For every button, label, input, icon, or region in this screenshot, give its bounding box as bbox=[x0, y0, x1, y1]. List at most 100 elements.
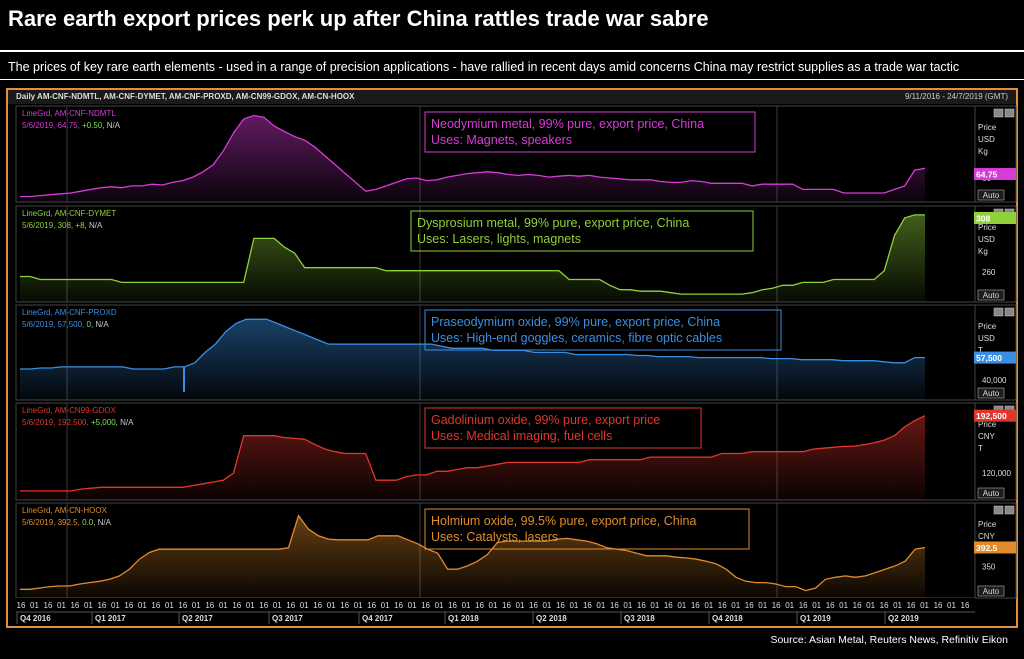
x-tick-label: 16 bbox=[799, 601, 808, 610]
x-tick-label: 01 bbox=[381, 601, 390, 610]
x-tick-label: 16 bbox=[124, 601, 133, 610]
x-tick-label: 16 bbox=[583, 601, 592, 610]
panel-3-auto-button[interactable] bbox=[977, 387, 1005, 399]
panel-4-unit-label-1: Price bbox=[978, 420, 997, 429]
x-tick-label: 16 bbox=[475, 601, 484, 610]
x-tick-label: 16 bbox=[691, 601, 700, 610]
x-tick-label: 01 bbox=[785, 601, 794, 610]
panel-1-close-icon[interactable] bbox=[1004, 108, 1015, 118]
panel-2-last-value-box bbox=[974, 212, 1016, 224]
x-tick-label: 01 bbox=[623, 601, 632, 610]
panel-3-unit-label-2: USD bbox=[978, 334, 995, 343]
chart-title: Rare earth export prices perk up after C… bbox=[8, 6, 709, 31]
panel-5-value-na: , N/A bbox=[93, 518, 111, 527]
x-tick-label: 01 bbox=[489, 601, 498, 610]
panel-5-value-change: 0.0 bbox=[82, 518, 94, 527]
panel-5-auto-button[interactable] bbox=[977, 585, 1005, 597]
panel-3-callout-uses: Uses: High-end goggles, ceramics, fibre … bbox=[431, 331, 722, 345]
quarter-label: Q2 2019 bbox=[888, 614, 919, 623]
panel-4-auto-button[interactable] bbox=[977, 487, 1005, 499]
x-tick-label: 16 bbox=[44, 601, 53, 610]
panel-2-series-line bbox=[20, 214, 925, 295]
panel-3-minimize-icon[interactable] bbox=[993, 307, 1004, 317]
panel-3-unit-label-1: Price bbox=[978, 322, 997, 331]
panel-4-series-line bbox=[20, 415, 926, 492]
panel-5-value-date: 5/6/2019, 392.5, bbox=[22, 518, 82, 527]
panel-1-value-na: , N/A bbox=[102, 121, 120, 130]
panel-1-callout-title: Neodymium metal, 99% pure, export price,… bbox=[431, 117, 704, 131]
panel-5-callout-uses: Uses: Catalysts, lasers bbox=[431, 530, 558, 544]
panel-2-auto-button[interactable] bbox=[977, 289, 1005, 301]
panel-2-auto-label: Auto bbox=[983, 291, 1000, 300]
panel-4-last-value-box bbox=[974, 409, 1016, 422]
x-tick-label: 16 bbox=[664, 601, 673, 610]
panel-3-auto-label: Auto bbox=[983, 389, 1000, 398]
x-tick-label: 01 bbox=[596, 601, 605, 610]
panel-3-value-change: 0 bbox=[87, 320, 92, 329]
x-tick-label: 16 bbox=[178, 601, 187, 610]
x-tick-label: 01 bbox=[516, 601, 525, 610]
panel-1-value-change: +0.50 bbox=[82, 121, 103, 130]
panel-4-value-date: 5/6/2019, 192,500, bbox=[22, 418, 91, 427]
panel-3-last-value-text: 57,500 bbox=[976, 353, 1002, 363]
x-tick-label: 16 bbox=[286, 601, 295, 610]
x-tick-label: 16 bbox=[97, 601, 106, 610]
x-tick-label: 01 bbox=[354, 601, 363, 610]
panel-1-area-fill bbox=[20, 115, 925, 202]
panel-1-minimize-icon[interactable] bbox=[993, 108, 1004, 118]
panel-1-unit-label-1: Price bbox=[978, 123, 997, 132]
panel-5-unit-label-2: CNY bbox=[978, 532, 996, 541]
panel-4-area-fill bbox=[20, 415, 925, 500]
subtitle-rule bbox=[0, 79, 1024, 80]
x-tick-label: 16 bbox=[556, 601, 565, 610]
x-tick-label: 01 bbox=[677, 601, 686, 610]
panel-2-value-line: 5/6/2019, 308, +8, N/A bbox=[22, 221, 103, 230]
x-tick-label: 16 bbox=[313, 601, 322, 610]
source-note: Source: Asian Metal, Reuters News, Refin… bbox=[770, 634, 1008, 646]
x-tick-label: 01 bbox=[435, 601, 444, 610]
panel-1-last-value-text: 64.75 bbox=[976, 170, 998, 180]
panel-5-callout-title: Holmium oxide, 99.5% pure, export price,… bbox=[431, 514, 696, 528]
x-tick-label: 16 bbox=[826, 601, 835, 610]
x-tick-label: 01 bbox=[866, 601, 875, 610]
x-tick-label: 16 bbox=[421, 601, 430, 610]
panel-1-value-date: 5/6/2019, 64.75, bbox=[22, 121, 82, 130]
panel-3-close-icon[interactable] bbox=[1004, 307, 1015, 317]
x-tick-label: 01 bbox=[704, 601, 713, 610]
x-tick-label: 16 bbox=[961, 601, 970, 610]
panel-1-series-line bbox=[20, 114, 926, 198]
panel-4-callout-box bbox=[424, 407, 702, 449]
panel-2-unit-label-1: Price bbox=[978, 223, 997, 232]
panel-4-legend-name: LineGrd, AM-CN99-GDOX bbox=[22, 406, 116, 415]
x-tick-label: 01 bbox=[273, 601, 282, 610]
quarter-label: Q1 2019 bbox=[800, 614, 831, 623]
panel-4-value-na: , N/A bbox=[116, 418, 134, 427]
x-tick-label: 01 bbox=[462, 601, 471, 610]
x-tick-label: 16 bbox=[529, 601, 538, 610]
panel-2-unit-label-3: Kg bbox=[978, 247, 988, 256]
panel-1-auto-button[interactable] bbox=[977, 189, 1005, 201]
panel-4-unit-label-3: T bbox=[978, 444, 983, 453]
panel-3-value-date: 5/6/2019, 57,500, bbox=[22, 320, 87, 329]
quarter-label: Q4 2016 bbox=[20, 614, 51, 623]
x-tick-label: 16 bbox=[745, 601, 754, 610]
panel-4-callout-uses: Uses: Medical imaging, fuel cells bbox=[431, 429, 612, 443]
panel-5-close-icon[interactable] bbox=[1004, 505, 1015, 515]
x-tick-label: 16 bbox=[934, 601, 943, 610]
panel-1-legend-name: LineGrd, AM-CNF-NDMTL bbox=[22, 109, 116, 118]
panel-1-callout-uses: Uses: Magnets, speakers bbox=[431, 133, 572, 147]
panel-5-minimize-icon[interactable] bbox=[993, 505, 1004, 515]
panel-1-last-value-box bbox=[974, 168, 1016, 181]
x-tick-label: 01 bbox=[192, 601, 201, 610]
x-tick-label: 16 bbox=[367, 601, 376, 610]
panel-4-last-value-text: 192,500 bbox=[976, 411, 1007, 421]
x-tick-label: 01 bbox=[542, 601, 551, 610]
panel-1-unit-label-3: Kg bbox=[978, 147, 988, 156]
panel-3-series-line bbox=[20, 318, 925, 370]
panel-3-area-fill bbox=[20, 319, 925, 400]
x-tick-label: 16 bbox=[718, 601, 727, 610]
quarter-label: Q4 2018 bbox=[712, 614, 743, 623]
x-tick-label: 01 bbox=[569, 601, 578, 610]
x-tick-label: 16 bbox=[907, 601, 916, 610]
